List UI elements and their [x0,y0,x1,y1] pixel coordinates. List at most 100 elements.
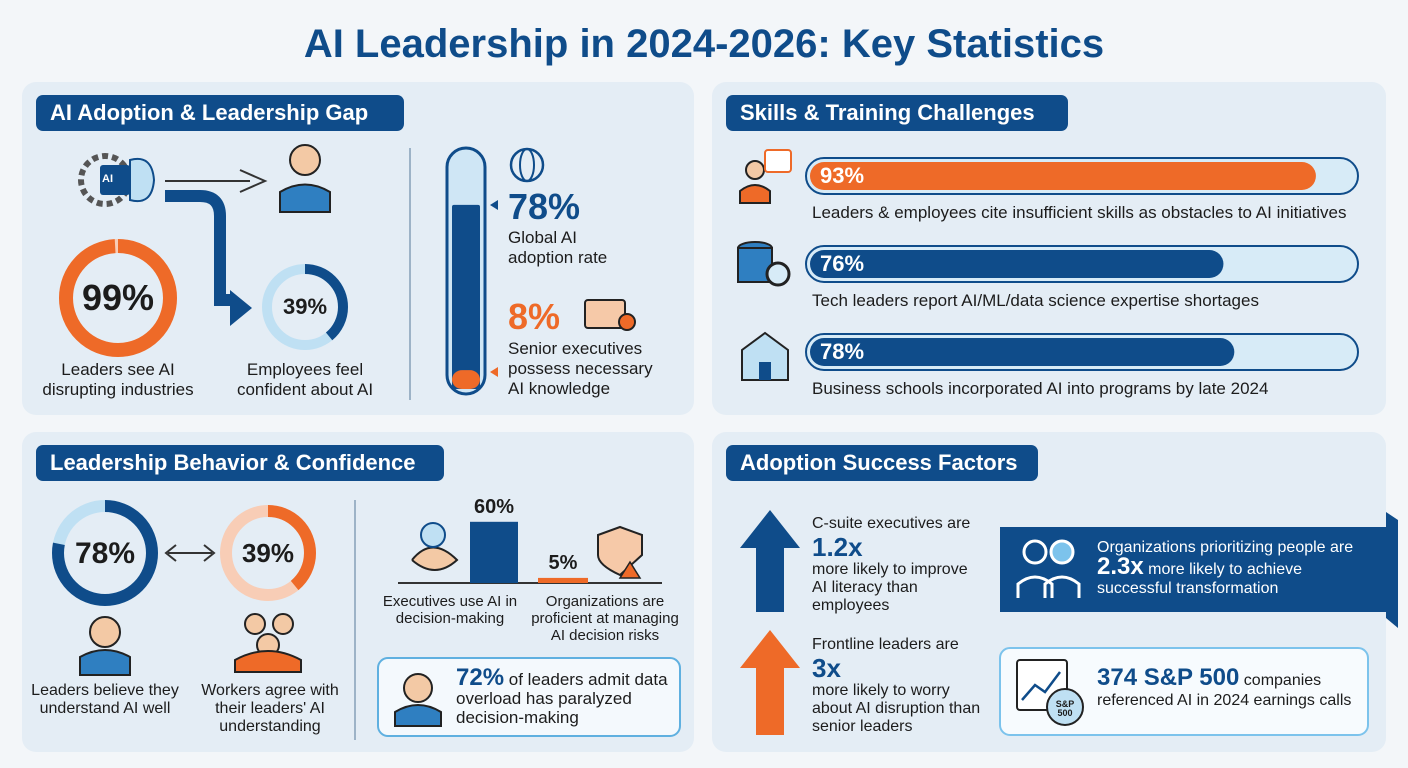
caption: Business schools incorporated AI into pr… [812,379,1269,398]
panel-heading: Leadership Behavior & Confidence [50,450,416,475]
badge-label: S&P 500 [1055,699,1075,718]
donut-label: 78% [74,537,136,570]
caption: Leaders & employees cite insufficient sk… [812,203,1347,222]
school-icon [759,362,771,380]
gauge-value: 8% [508,296,561,337]
page-title: AI Leadership in 2024-2026: Key Statisti… [303,22,1105,66]
up-arrow [740,630,800,735]
earnings-body: companies referenced AI in 2024 earnings… [1097,672,1352,709]
column [470,521,518,583]
gauge-fill [452,370,480,389]
brain-icon [420,522,446,548]
arrow-icon [165,190,232,306]
banner-text: Organizations prioritizing people are 2.… [1097,538,1377,598]
factor-text: C-suite executives are 1.2x more likely … [812,515,982,615]
person-icon [289,144,321,176]
factor-body: more likely to worry about AI disruption… [812,682,981,735]
caption: Employees feel confident about AI [236,360,374,399]
factor-body: more likely to improve AI literacy than … [812,561,968,614]
callout-body: of leaders admit data overload has paral… [456,670,668,727]
group-icon [244,613,266,635]
group-icon [272,613,294,635]
donut-arc [220,505,316,601]
caption: Leaders believe they understand AI well [31,682,179,717]
person-icon [745,160,765,180]
gauge-fill [452,204,480,389]
factor-text: Frontline leaders are 3x more likely to … [812,636,982,736]
people-icon [1049,539,1075,565]
heading-pill [726,445,1038,481]
bar-label: 76% [820,251,865,276]
earnings-text: 374 S&P 500 companies referenced AI in 2… [1097,666,1362,711]
heading-pill [36,95,404,131]
award-icon [618,313,636,331]
banner-body: more likely to achieve successful transf… [1097,561,1303,597]
badge-icon [1046,688,1084,726]
callout-highlight: 72% [456,664,505,691]
caption: Senior executives possess necessary AI k… [508,339,653,398]
bar-label: 93% [820,163,865,188]
magnifier-icon [765,261,791,287]
person-icon [89,616,121,648]
marker [490,200,498,210]
panel-heading: Adoption Success Factors [740,450,1018,475]
heading-pill [726,95,1068,131]
warning-icon [618,560,642,579]
column-label: 5% [548,551,578,574]
earnings-figure: 374 S&P 500 [1097,664,1240,691]
donut-label: 39% [241,538,295,568]
chip-label: AI [102,173,113,185]
banner [1000,512,1398,628]
bar-fill [810,162,1316,190]
gauge-value: 78% [508,186,581,227]
bar-label: 78% [820,339,865,364]
brain-icon [129,158,156,202]
earnings-box [999,647,1369,736]
caption: Organizations are proficient at managing… [531,593,679,644]
arrow-icon [165,169,268,193]
donut-arc [262,264,348,350]
factor-figure: 1.2x [812,532,863,562]
person-icon [403,673,433,703]
caption: Workers agree with their leaders' AI und… [201,682,339,735]
column [538,577,588,583]
person-icon [394,704,442,727]
caption: Tech leaders report AI/ML/data science e… [812,291,1259,310]
caption: Executives use AI in decision-making [382,593,518,627]
factor-figure: 3x [812,653,841,683]
double-arrow [164,544,216,562]
callout-box [377,657,681,737]
handshake-icon [411,546,459,571]
banner-figure: 2.3x [1097,553,1144,580]
factor-intro: Frontline leaders are [812,636,959,653]
person-icon [79,649,131,676]
column-label: 60% [473,495,515,518]
question-icon [764,149,792,173]
bar-fill [810,250,1224,278]
heading-pill [36,445,444,481]
globe-icon [519,148,535,182]
group-icon [234,650,302,673]
up-arrow [740,510,800,612]
panel-heading: AI Adoption & Leadership Gap [50,100,369,125]
person-icon [279,183,331,213]
donut-label: 39% [282,294,328,319]
bar-fill [810,338,1235,366]
person-icon [739,184,771,204]
banner-intro: Organizations prioritizing people are [1097,539,1354,556]
donut-arc [59,239,177,357]
people-icon [1016,575,1081,598]
arrow-icon [230,290,252,326]
donut-arc [52,500,158,606]
school-icon [741,331,789,381]
donut-label: 99% [81,277,155,318]
factor-intro: C-suite executives are [812,515,971,532]
marker [490,367,498,377]
panel-heading: Skills & Training Challenges [740,100,1035,125]
callout-text: 72% of leaders admit data overload has p… [456,666,676,728]
chart-icon [1021,671,1061,701]
people-icon [1022,539,1048,565]
chip-icon [100,165,130,195]
